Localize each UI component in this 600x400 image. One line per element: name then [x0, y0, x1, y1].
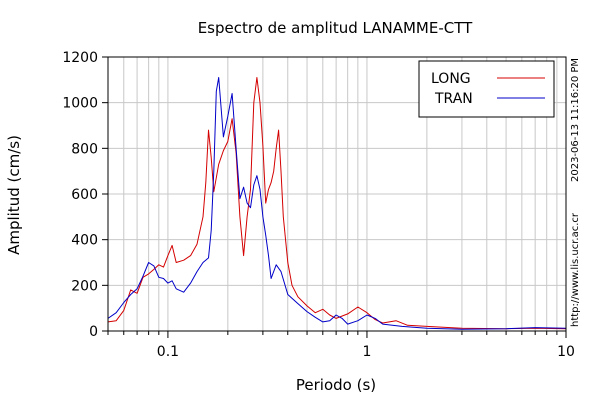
x-tick-label: 10	[557, 344, 575, 360]
legend-label-long: LONG	[431, 71, 471, 87]
y-tick-label: 400	[71, 233, 98, 249]
timestamp-text: 2023-06-13 11:16:20 PM	[570, 58, 581, 182]
series-line-tran	[107, 77, 567, 330]
y-tick-label: 800	[71, 141, 98, 157]
x-tick-label: 0.1	[157, 344, 179, 360]
y-tick-label: 600	[71, 187, 98, 203]
legend-box	[418, 60, 555, 118]
y-tick-labels: 0 200 400 600 800 1000 1200	[62, 50, 98, 340]
series-group	[107, 77, 567, 330]
legend-label-tran: TRAN	[434, 91, 473, 107]
x-tick-label: 1	[362, 344, 371, 360]
legend: LONG TRAN	[418, 60, 555, 118]
url-text: http://www.lis.ucr.ac.cr	[570, 212, 581, 327]
series-line-long	[107, 77, 567, 330]
chart-title: Espectro de amplitud LANAMME-CTT	[198, 19, 473, 37]
y-tick-label: 1000	[62, 96, 98, 112]
y-axis-label: Amplitud (cm/s)	[5, 135, 23, 255]
x-tick-labels: 0.1 1 10	[157, 344, 575, 360]
x-axis-label: Periodo (s)	[296, 376, 376, 394]
plot-frame	[107, 56, 567, 332]
y-tick-label: 0	[89, 324, 98, 340]
y-tick-label: 200	[71, 278, 98, 294]
y-tick-label: 1200	[62, 50, 98, 66]
